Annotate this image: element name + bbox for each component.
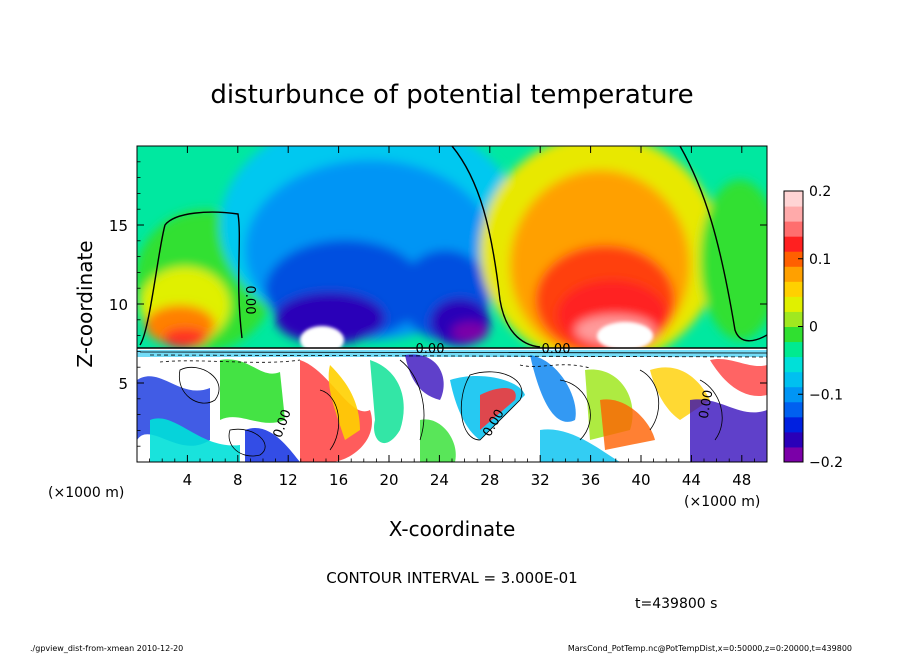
colorbar-swatch [784, 386, 803, 403]
colorbar-swatch [784, 191, 803, 207]
colorbar-swatch [784, 416, 803, 433]
colorbar-swatch [784, 401, 803, 418]
x-tick-label: 20 [379, 471, 398, 489]
right-green-patch [700, 180, 767, 340]
contour-label: 0.00 [697, 389, 717, 420]
x-tick-label: 48 [732, 471, 751, 489]
x-axis: 4 8 12 16 20 24 28 32 36 40 44 48 [149, 146, 768, 489]
contour-line [319, 389, 339, 451]
lower-patch [370, 360, 404, 444]
colorbar-swatch [784, 431, 803, 448]
x-axis-label: X-coordinate [389, 517, 516, 541]
contour-line [178, 366, 220, 404]
lower-patch [328, 365, 360, 440]
contour-line [699, 379, 723, 441]
lower-patch [480, 388, 516, 430]
colorbar-tick-label: 0.2 [809, 184, 831, 200]
lower-patch [690, 399, 767, 462]
x-tick-label: 8 [233, 471, 243, 489]
x-tick-label: 12 [279, 471, 298, 489]
contour-line [679, 146, 767, 342]
colorbar-swatch [784, 371, 803, 388]
contour-line [559, 379, 591, 441]
contour-line [139, 351, 767, 354]
lower-patch [220, 359, 285, 423]
contour-line [399, 359, 425, 441]
colorbar-swatch [784, 341, 803, 358]
contour-line [159, 359, 301, 363]
left-red-patch [163, 328, 207, 348]
lower-patch [137, 350, 767, 357]
contour-line [139, 211, 243, 346]
x-unit-left: (×1000 m) [48, 485, 124, 501]
lower-layer-patches [137, 350, 767, 462]
contour-line [451, 146, 541, 348]
x-tick-label: 32 [531, 471, 550, 489]
contour-line [519, 364, 591, 369]
x-tick-label: 24 [430, 471, 449, 489]
contour-line [460, 371, 523, 441]
lower-patch [600, 399, 655, 450]
x-tick-label: 44 [682, 471, 701, 489]
x-tick-label: 4 [183, 471, 193, 489]
footer-left: ./gpview_dist-from-xmean 2010-12-20 [30, 644, 183, 653]
zero-contours [137, 146, 767, 349]
lower-patch [540, 429, 620, 462]
colorbar-frame [783, 190, 804, 463]
footer-right: MarsCond_PotTemp.nc@PotTempDist,x=0:5000… [568, 644, 852, 653]
white-core-left [300, 326, 344, 354]
colorbar-tick-label: 0.1 [809, 252, 831, 268]
cold-core-left [275, 292, 385, 344]
lower-contours [139, 351, 767, 457]
lower-patch [530, 355, 576, 422]
y-tick-label: 5 [118, 375, 128, 393]
lower-patch [710, 358, 767, 396]
contour-label: 0.00 [242, 286, 257, 315]
y-axis: 5 10 15 [109, 161, 767, 447]
lower-patch [420, 419, 456, 462]
colorbar-tick-label: 0 [809, 320, 818, 336]
colorbar-swatch [784, 446, 803, 463]
x-tick-label: 36 [581, 471, 600, 489]
x-tick-label: 40 [631, 471, 650, 489]
white-core-right [597, 322, 653, 350]
contour-line [228, 428, 266, 457]
y-tick-label: 10 [109, 296, 128, 314]
colorbar-swatch [784, 236, 803, 252]
contour-label: 0.00 [542, 342, 571, 357]
colorbar-swatch [784, 251, 803, 267]
x-tick-label: 28 [480, 471, 499, 489]
colorbar-swatch [784, 326, 803, 343]
contour-interval-text: CONTOUR INTERVAL = 3.000E-01 [326, 569, 577, 587]
x-unit-right: (×1000 m) [684, 494, 760, 510]
colorbar-swatch [784, 311, 803, 327]
chart-title: disturbunce of potential temperature [210, 80, 693, 110]
contour-label: 0.00 [416, 342, 445, 357]
lower-patch [405, 354, 444, 400]
y-tick-label: 15 [109, 217, 128, 235]
upper-field [137, 146, 767, 365]
lower-patch [150, 418, 240, 462]
contour-line [149, 354, 767, 358]
lower-patch [245, 427, 300, 462]
x-tick-label: 16 [329, 471, 348, 489]
contour-line [639, 369, 659, 431]
colorbar-tick-label: −0.1 [809, 387, 843, 403]
cold-purple [452, 322, 488, 342]
colorbar: 0.2 0.1 0 −0.1 −0.2 [784, 184, 843, 471]
colorbar-swatch [784, 266, 803, 282]
colorbar-swatch [784, 296, 803, 312]
colorbar-swatch [784, 356, 803, 373]
colorbar-tick-label: −0.2 [809, 455, 843, 471]
heatmap-field [137, 146, 767, 462]
colorbar-swatch [784, 221, 803, 237]
colorbar-swatch [784, 206, 803, 222]
colorbar-swatch [784, 281, 803, 297]
time-text: t=439800 s [635, 596, 717, 612]
y-axis-label: Z-coordinate [73, 240, 97, 367]
